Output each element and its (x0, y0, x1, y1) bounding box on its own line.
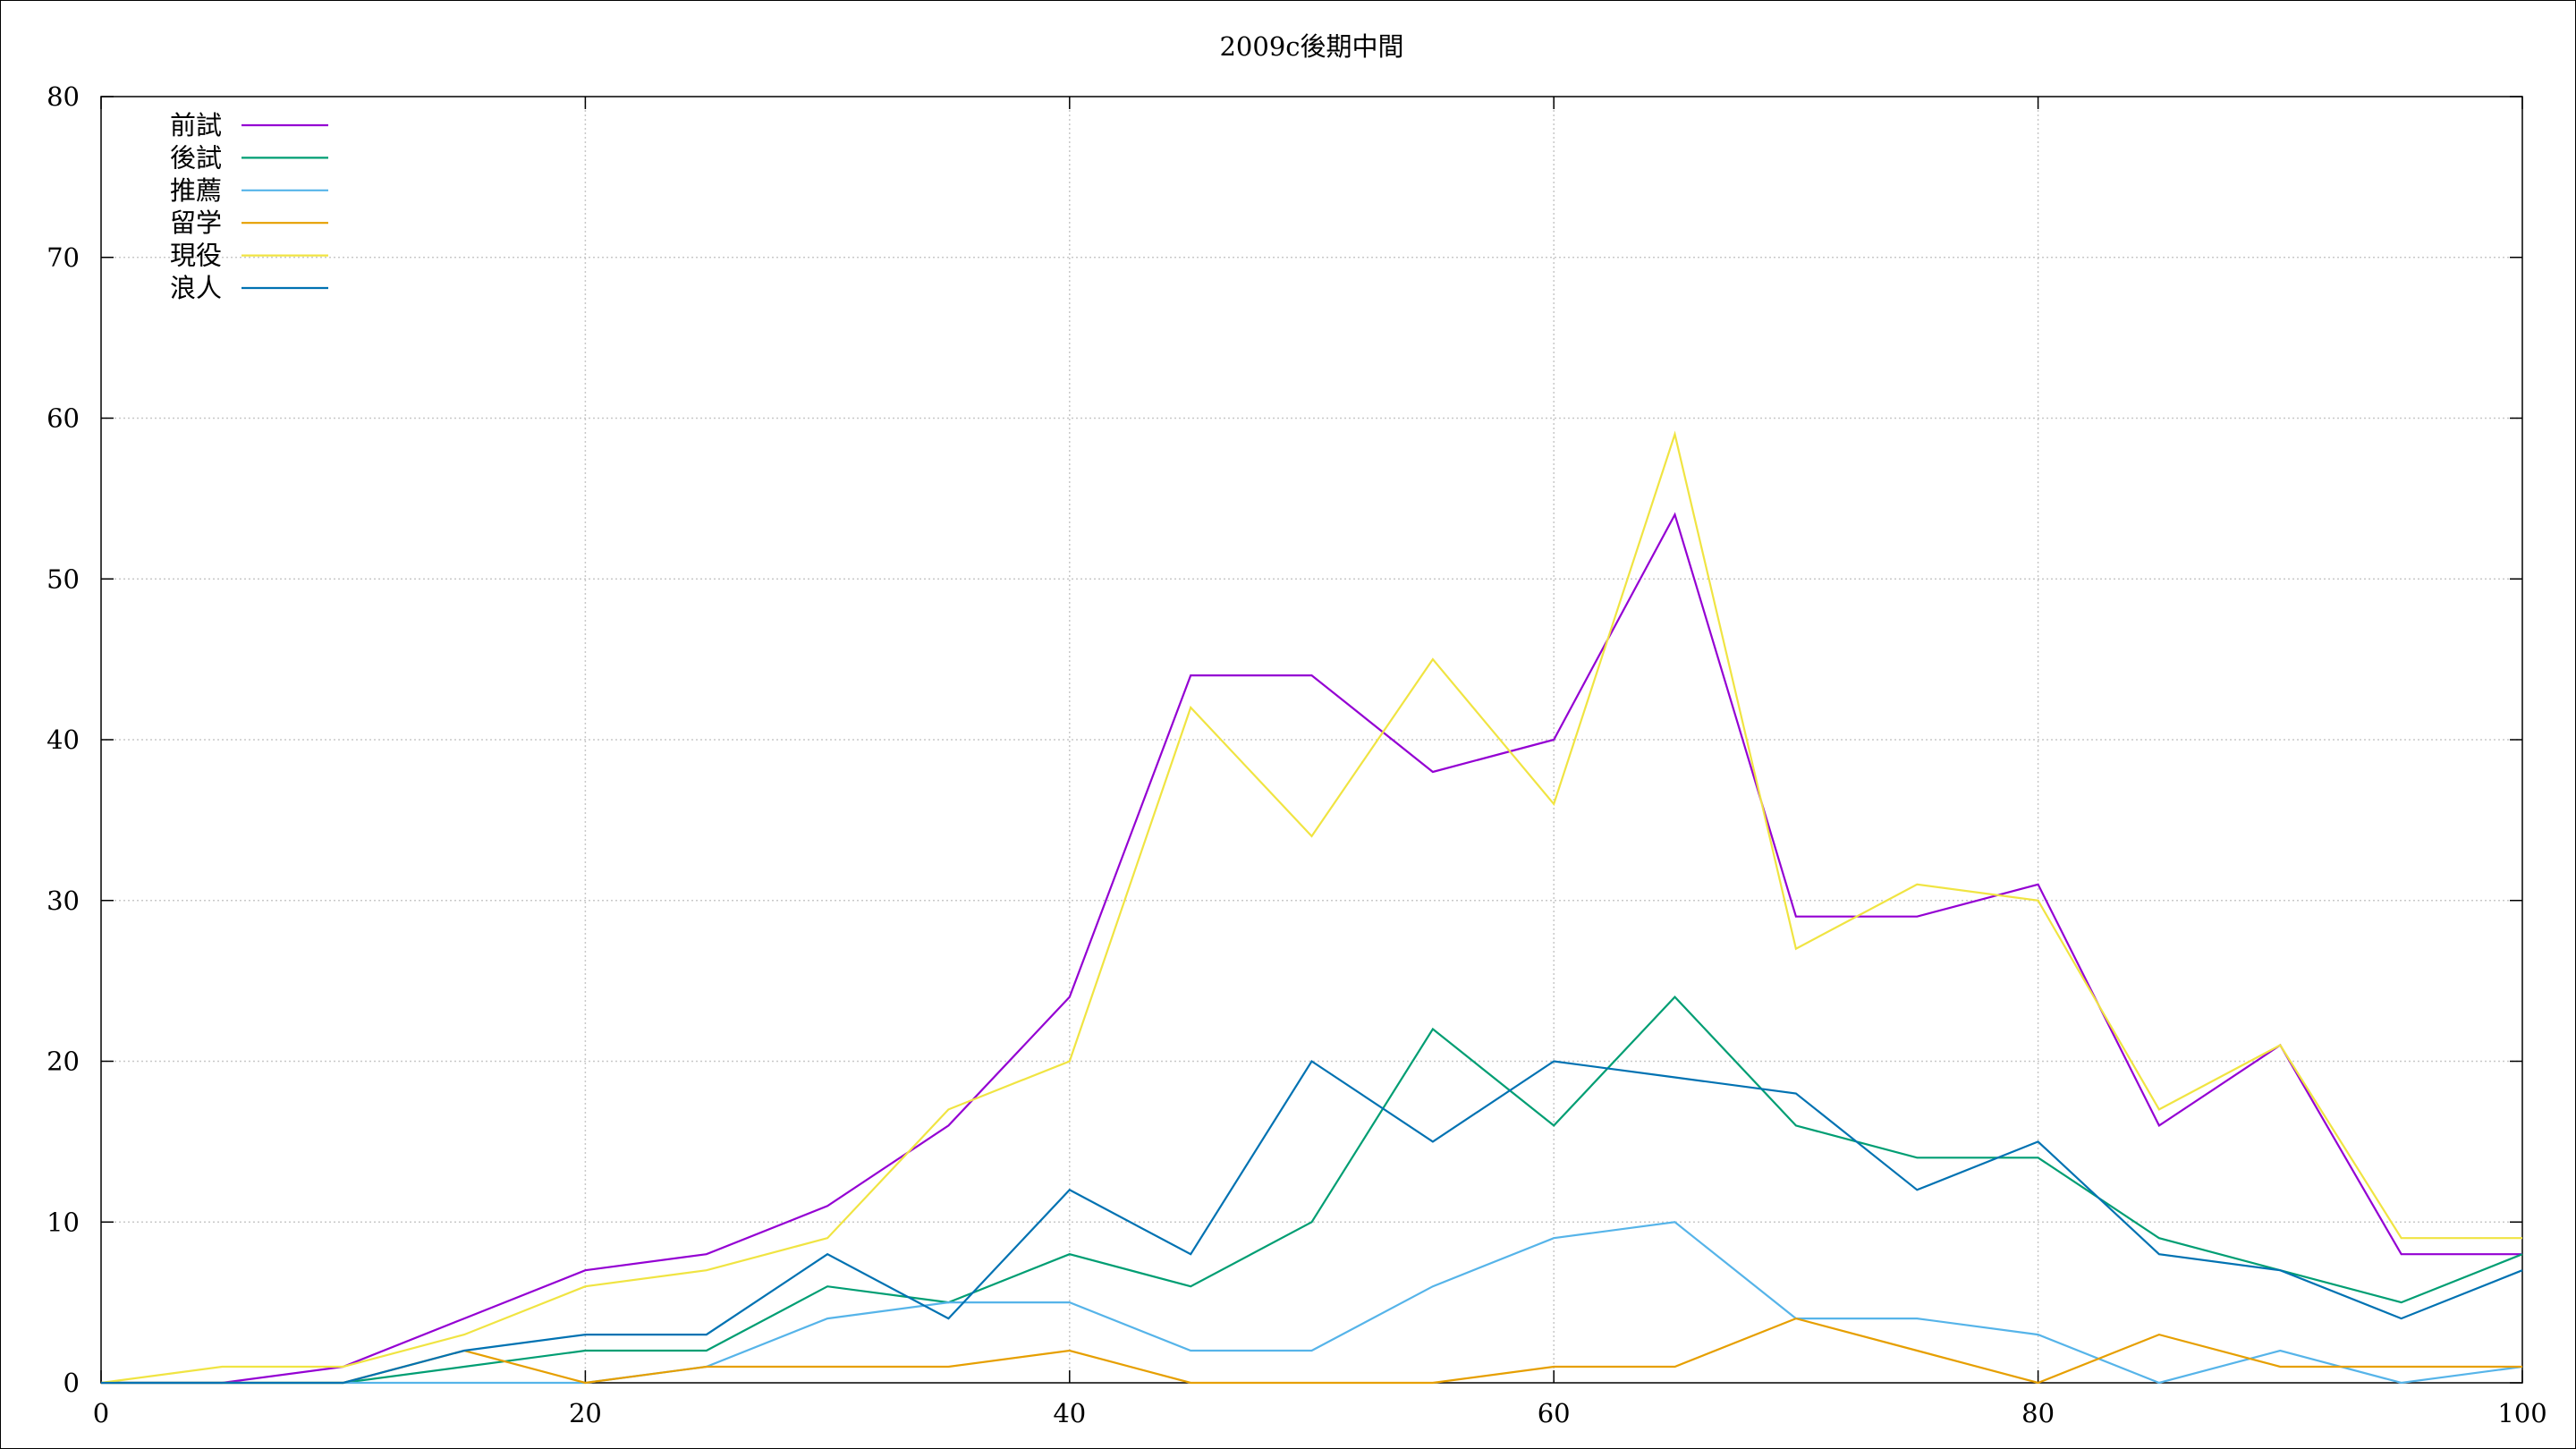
legend-label: 現役 (170, 241, 222, 271)
y-tick-label: 30 (47, 886, 80, 916)
y-tick-label: 50 (47, 564, 80, 594)
series-line-5 (101, 1059, 2523, 1385)
grid (101, 97, 2522, 1383)
y-tick-label: 70 (47, 242, 80, 273)
legend-label: 後試 (170, 142, 222, 173)
legend-label: 留学 (170, 208, 222, 238)
y-tick-label: 0 (64, 1368, 80, 1398)
x-tick-label: 20 (569, 1398, 602, 1428)
y-tick-label: 80 (47, 81, 80, 112)
x-tick-label: 0 (93, 1398, 109, 1428)
y-tick-label: 20 (47, 1046, 80, 1077)
legend-label: 前試 (170, 110, 222, 140)
x-tick-label: 60 (1538, 1398, 1571, 1428)
x-tick-label: 40 (1053, 1398, 1086, 1428)
legend-label: 浪人 (170, 273, 222, 303)
axis-ticks: 0 20 40 60 80 100 0 10 20 30 40 50 60 70 80 (47, 81, 2547, 1428)
x-tick-label: 80 (2021, 1398, 2055, 1428)
series-line-0 (101, 512, 2522, 1385)
series-line-3 (101, 1317, 2522, 1385)
series-line-4 (100, 430, 2522, 1385)
chart-title: 2009c後期中間 (1219, 31, 1403, 62)
y-tick-label: 10 (47, 1207, 80, 1237)
y-tick-label: 40 (47, 724, 80, 755)
legend-label: 推薦 (170, 175, 222, 206)
series-group (100, 430, 2523, 1385)
series-line-2 (101, 1221, 2523, 1385)
y-tick-label: 60 (47, 403, 80, 434)
x-tick-label: 100 (2497, 1398, 2546, 1428)
